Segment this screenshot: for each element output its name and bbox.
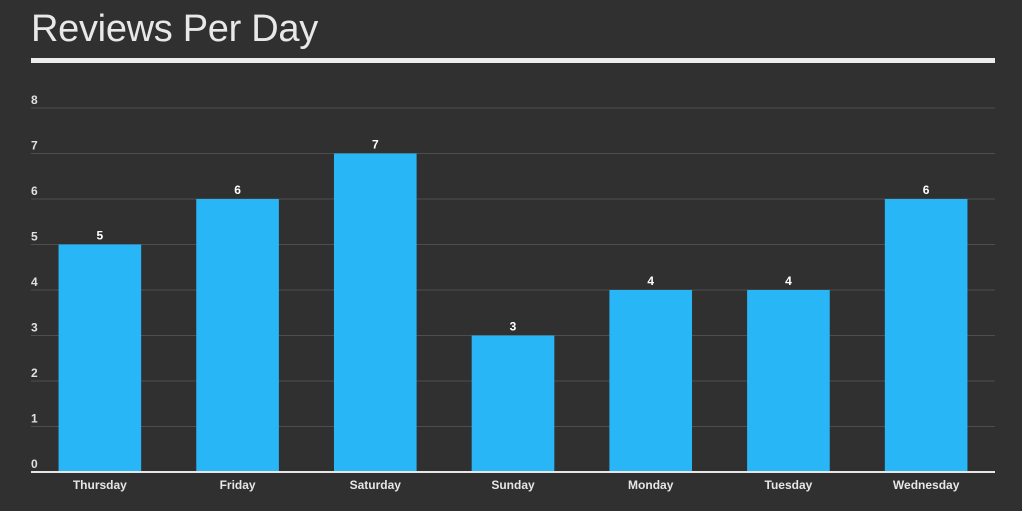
y-tick-label: 3: [31, 321, 38, 335]
x-tick-label: Sunday: [491, 478, 535, 492]
data-label: 7: [372, 138, 379, 152]
data-label: 4: [785, 274, 792, 288]
data-label: 4: [647, 274, 654, 288]
bar-saturday: [333, 153, 417, 472]
gridlines: [31, 107, 995, 427]
y-tick-label: 7: [31, 139, 38, 153]
x-axis-ticks: Thursday Friday Saturday Sunday Monday Tuesda…: [73, 478, 960, 492]
data-label: 6: [234, 183, 241, 197]
data-label: 3: [510, 320, 517, 334]
bar-tuesday: [747, 290, 830, 472]
bar-thursday: [58, 244, 142, 472]
y-tick-label: 8: [31, 93, 38, 107]
x-tick-label: Wednesday: [893, 478, 960, 492]
bar-wednesday: [884, 199, 968, 472]
y-tick-label: 1: [31, 412, 38, 426]
y-tick-label: 5: [31, 230, 38, 244]
x-tick-label: Tuesday: [765, 478, 813, 492]
x-tick-label: Friday: [220, 478, 256, 492]
data-label: 5: [97, 229, 104, 243]
bar-monday: [609, 290, 693, 472]
bar-friday: [196, 199, 279, 472]
data-label: 6: [923, 183, 930, 197]
x-tick-label: Thursday: [73, 478, 127, 492]
chart-title: Reviews Per Day: [31, 8, 318, 50]
y-tick-label: 4: [31, 275, 38, 289]
y-tick-label: 0: [31, 457, 38, 471]
data-labels: 5 6 7 3 4 4 6: [97, 138, 930, 334]
bars: [58, 153, 968, 472]
x-tick-label: Saturday: [350, 478, 402, 492]
y-tick-label: 2: [31, 366, 38, 380]
y-axis-ticks: 0 1 2 3 4 5 6 7 8: [31, 93, 38, 471]
title-underline: [31, 58, 995, 63]
x-tick-label: Monday: [628, 478, 674, 492]
y-tick-label: 6: [31, 184, 38, 198]
bar-sunday: [471, 335, 555, 472]
